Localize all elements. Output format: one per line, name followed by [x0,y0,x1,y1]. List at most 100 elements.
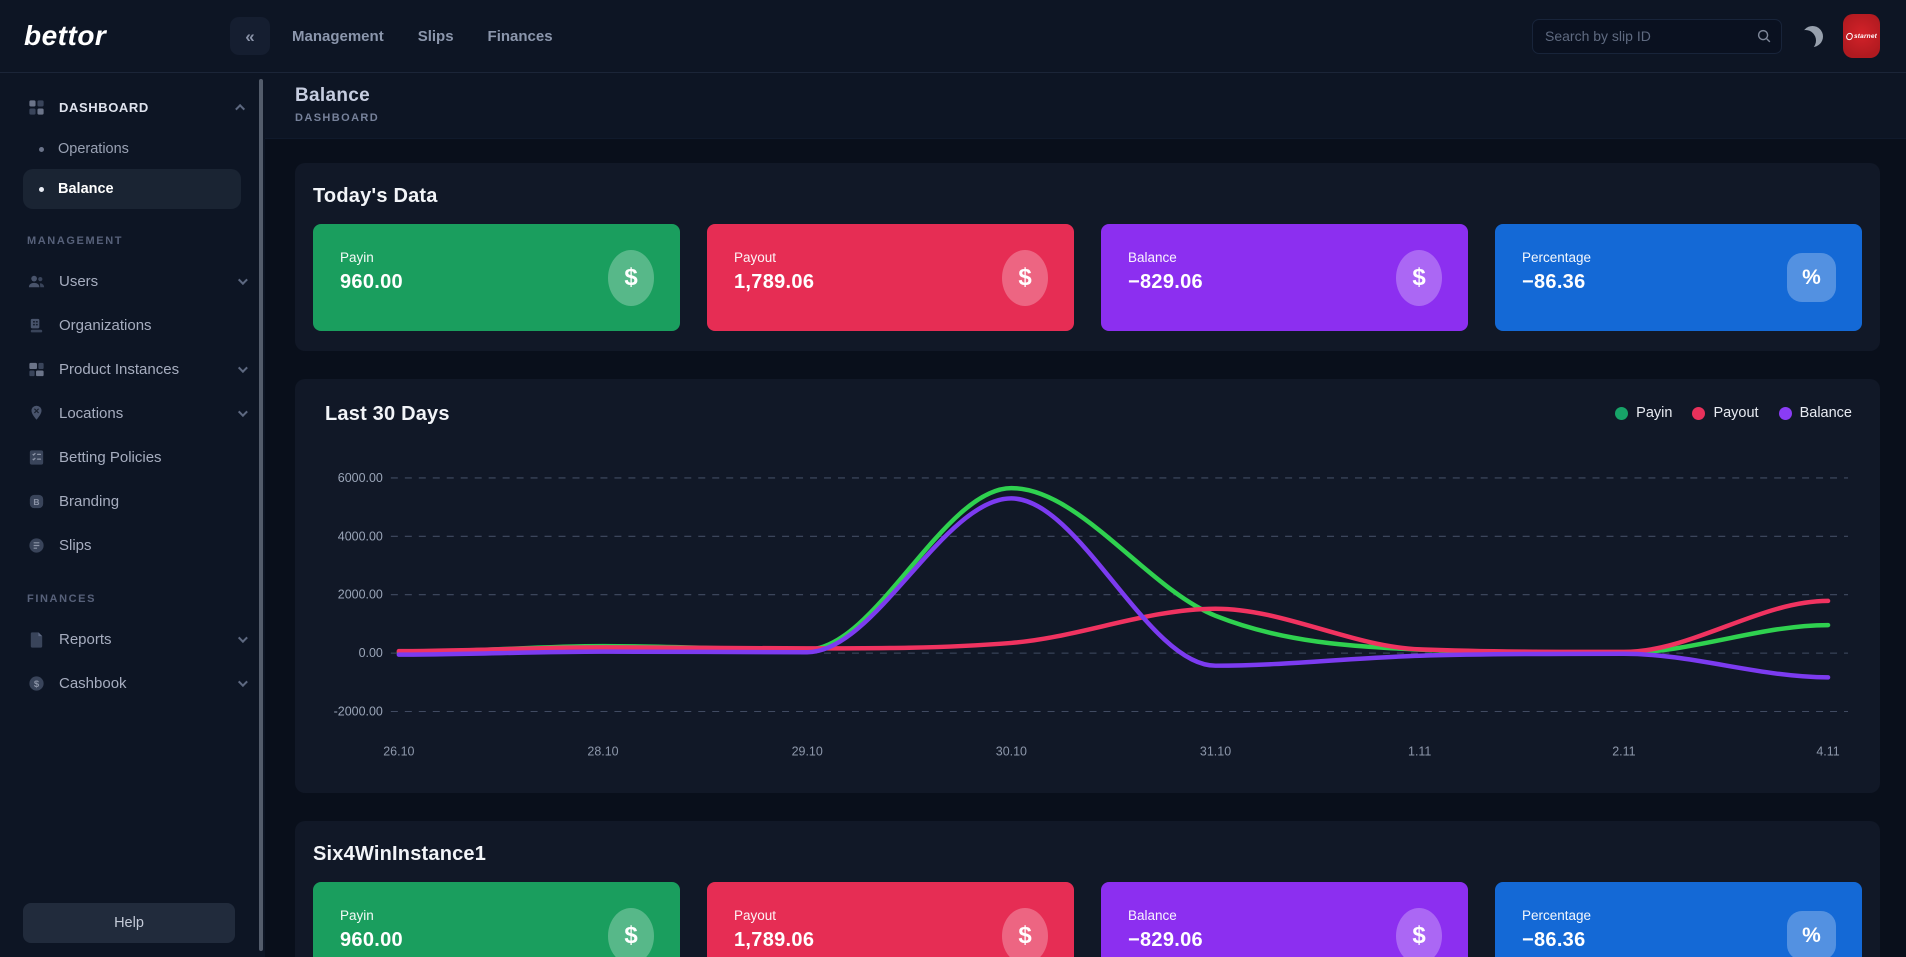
stat-label: Payout [734,250,777,265]
stat-label: Percentage [1522,250,1592,265]
todays-stats-row: Payin 960.00 $ Payout 1,789.06 $ Balance −829.0… [313,224,1862,331]
search-icon [1755,27,1773,45]
svg-text:2000.00: 2000.00 [338,588,383,602]
operator-logo-icon [1845,31,1854,41]
svg-text:4000.00: 4000.00 [338,529,383,543]
moon-icon[interactable] [1802,26,1823,47]
chart-title: Last 30 Days [325,403,450,425]
sidebar-item-users[interactable]: Users [0,259,265,303]
stat-value: −829.06 [1128,271,1203,293]
product-instances-icon [27,360,46,379]
chevron-up-icon [235,103,246,114]
sidebar-item-label: Reports [59,630,112,648]
sidebar-section-finances: FINANCES [27,593,97,605]
percent-icon: % [1787,911,1836,957]
sidebar-subitem-label: Operations [58,141,129,157]
sidebar-item-label: Product Instances [59,360,180,378]
dollar-icon: $ [608,250,654,306]
nav-link-management[interactable]: Management [292,27,384,45]
search-input[interactable] [1532,18,1782,54]
sidebar-item-label: Branding [59,492,120,510]
todays-data-card: Today's Data Payin 960.00 $ Payout 1,789.06 $… [295,163,1880,351]
app-logo[interactable]: bettor [0,20,230,52]
stat-value: −86.36 [1522,271,1586,293]
chevron-down-icon [237,406,248,417]
legend-label: Balance [1799,405,1852,421]
svg-text:2.11: 2.11 [1612,744,1635,758]
sidebar-item-label: Betting Policies [59,448,162,466]
sidebar-item-locations[interactable]: Locations [0,391,265,435]
nav-link-slips[interactable]: Slips [417,27,454,45]
legend-dot-icon [1615,406,1629,420]
svg-text:4.11: 4.11 [1816,744,1839,758]
main-area: Balance DASHBOARD Today's Data Payin 960.… [265,73,1906,957]
nav-link-finances[interactable]: Finances [487,27,553,45]
chevron-down-icon [237,632,248,643]
sidebar-item-reports[interactable]: Reports [0,617,265,661]
sidebar-scrollbar[interactable] [259,79,263,951]
legend-dot-icon [1778,406,1792,420]
sidebar-item-cashbook[interactable]: $ Cashbook [0,661,265,705]
stat-label: Balance [1128,908,1177,924]
chart-header: Last 30 Days Payin Payout Balance [313,401,1862,426]
stat-label: Payin [340,250,374,265]
stat-value: −86.36 [1522,929,1586,952]
sidebar-item-label: Cashbook [59,674,127,692]
svg-text:$: $ [34,679,40,690]
svg-text:30.10: 30.10 [996,744,1027,758]
stat-value: 1,789.06 [734,271,815,293]
line-chart: 6000.00 4000.00 2000.00 0.00 -2000.00 26.10 28… [313,456,1862,773]
slip-search [1532,18,1782,54]
sidebar-item-betting-policies[interactable]: Betting Policies [0,435,265,479]
percent-icon: % [1787,253,1836,302]
betting-policies-icon [27,448,46,467]
stat-value: 960.00 [340,929,403,952]
sidebar-subitem-balance[interactable]: Balance [23,169,241,209]
sidebar-item-dashboard[interactable]: DASHBOARD [0,85,265,129]
sidebar: DASHBOARD Operations Balance MANAGEMENT User… [0,73,265,957]
sidebar-subitem-label: Balance [58,181,114,197]
legend-item-balance[interactable]: Balance [1778,405,1852,421]
stat-card-percentage: Percentage −86.36% [1495,882,1862,957]
sidebar-item-slips[interactable]: Slips [0,523,265,567]
locations-icon [27,404,46,423]
top-nav: Management Slips Finances [292,28,553,45]
dollar-icon: $ [1396,250,1442,306]
legend-item-payin[interactable]: Payin [1615,405,1672,421]
svg-text:B: B [33,496,39,506]
legend-label: Payout [1713,405,1759,421]
sidebar-item-label: Locations [59,404,124,422]
stat-card-payin: Payin 960.00 $ [313,224,680,331]
page-title: Balance [295,85,370,106]
sidebar-menu: DASHBOARD Operations Balance MANAGEMENT User… [0,85,265,705]
stat-label: Payout [734,908,777,924]
chevron-down-icon [237,274,248,285]
svg-text:26.10: 26.10 [383,744,414,758]
stat-card-balance: Balance −829.06 $ [1101,882,1468,957]
help-button[interactable]: Help [23,903,235,943]
instance-card: Six4WinInstance1 Payin 960.00 $ Payout 1,789… [295,821,1880,957]
sidebar-collapse-button[interactable]: « [230,17,270,55]
sidebar-item-organizations[interactable]: Organizations [0,303,265,347]
stat-card-payout: Payout 1,789.06 $ [707,882,1074,957]
stat-card-percentage: Percentage −86.36% [1495,224,1862,331]
sidebar-item-branding[interactable]: B Branding [0,479,265,523]
sidebar-subitem-operations[interactable]: Operations [23,129,241,169]
stat-label: Payin [340,908,374,924]
breadcrumb: DASHBOARD [295,112,380,124]
stat-value: −829.06 [1128,929,1203,952]
branding-icon: B [27,492,46,511]
sidebar-item-label: Slips [59,536,92,554]
svg-text:1.11: 1.11 [1408,744,1431,758]
organizations-icon [27,316,46,335]
last-30-days-card: Last 30 Days Payin Payout Balance 6000.00 4… [295,379,1880,794]
sidebar-item-product-instances[interactable]: Product Instances [0,347,265,391]
stat-card-balance: Balance −829.06 $ [1101,224,1468,331]
operator-badge[interactable]: starnet [1843,14,1880,58]
instance-title: Six4WinInstance1 [313,843,487,866]
svg-text:6000.00: 6000.00 [338,471,383,485]
svg-text:31.10: 31.10 [1200,744,1231,758]
legend-item-payout[interactable]: Payout [1692,405,1759,421]
bullet-icon [39,186,44,192]
